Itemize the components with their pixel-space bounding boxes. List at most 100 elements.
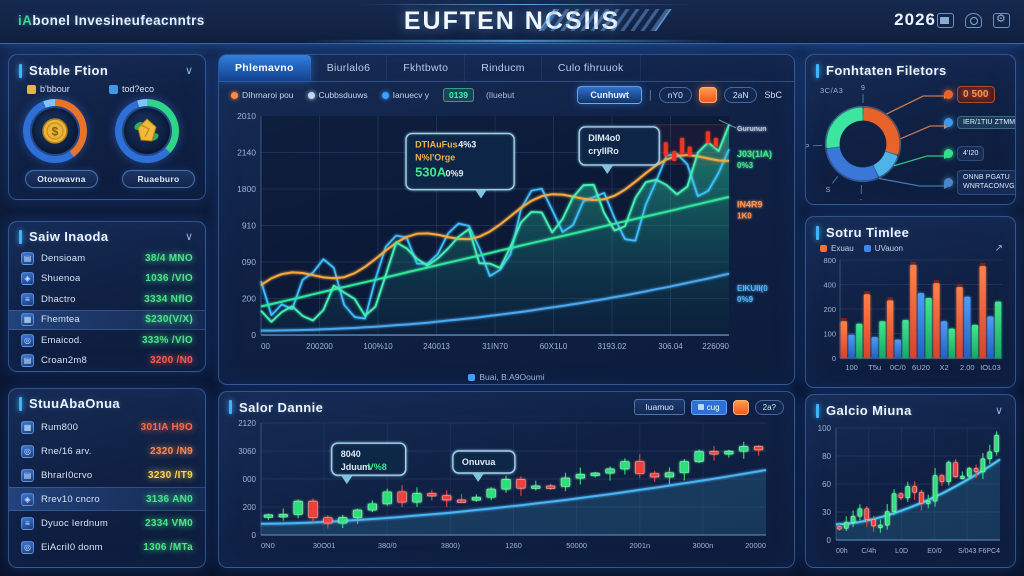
header-year: 2026 <box>894 10 936 29</box>
svg-text:Onuvua: Onuvua <box>462 457 496 467</box>
row-label: Dhactro <box>41 293 76 305</box>
legend-label: ONNB PGATU WNRTACONVGA <box>957 170 1015 195</box>
notification-bell-icon[interactable] <box>965 13 982 28</box>
svg-text:00h: 00h <box>836 548 848 555</box>
list-row[interactable]: ◎ Emaicod. 333% /VlO <box>9 330 205 351</box>
factors-donut-panel: Fonhtaten Filetors 3C/A3 9 IP S I 0 500 IER/… <box>805 54 1016 205</box>
row-label: BhrarI0crvo <box>41 469 93 481</box>
mini-candlestick-chart[interactable]: 100 80 60 30 0 00h C/4h L0D E0/0 S/043 F6PC4 <box>812 422 1009 566</box>
svg-text:V%8: V%8 <box>368 462 387 472</box>
svg-text:3060: 3060 <box>238 447 256 456</box>
svg-text:910: 910 <box>242 221 256 231</box>
svg-text:6U20: 6U20 <box>912 363 930 372</box>
list-row[interactable]: ▦ Rum800 301IA H9O <box>9 415 205 439</box>
settings-gear-icon[interactable] <box>993 12 1010 28</box>
chart-tooltip: Onuvua <box>452 450 516 482</box>
chevron-down-icon[interactable]: ∨ <box>994 405 1003 417</box>
svg-text:L0D: L0D <box>895 548 908 555</box>
chart-pill-1[interactable]: nY0 <box>658 87 692 103</box>
list-row[interactable]: ◈ Rrev10 cncro 3136 AN0 <box>9 487 205 511</box>
volume-pill[interactable]: 2a? <box>754 399 784 415</box>
svg-text:2010: 2010 <box>237 111 256 121</box>
svg-text:200200: 200200 <box>306 342 333 351</box>
volume-orange-icon[interactable] <box>732 399 749 415</box>
row-asset-icon: ▤ <box>21 468 34 482</box>
list-row[interactable]: ▦ Fhemtea $230(V/X) <box>9 309 205 330</box>
main-chart-legend-row: DIhrnaroi pou Cubbsduuws Ianuecv y 0139 (I… <box>219 82 794 108</box>
svg-text:380/0: 380/0 <box>378 541 397 550</box>
tab-5[interactable]: Culo fihruuok <box>542 55 641 81</box>
chevron-down-icon[interactable]: ∨ <box>184 65 193 77</box>
row-value: 3334 NflO <box>144 293 193 305</box>
legend-dot <box>944 177 953 187</box>
mini-candles-panel: Galcio Miuna ∨ 100 80 60 30 0 00h C/4h L0D E0/0 S… <box>805 394 1016 568</box>
gauges-panel-title: Stable Ftion <box>29 63 109 78</box>
row-label: Dyuoc Ierdnum <box>41 517 109 529</box>
tab-3[interactable]: Fkhtbwto <box>387 55 466 81</box>
battery-icon[interactable] <box>937 13 954 28</box>
svg-text:60: 60 <box>822 480 831 489</box>
bars-legend-item-2: UVauon <box>863 244 903 253</box>
volume-candlestick-chart[interactable]: 2120 3060 000 200 0 0N0 30O01 380/0 3800) 1260 500… <box>231 417 784 564</box>
volume-blue-chip[interactable]: cug <box>690 399 727 415</box>
grouped-bar-chart[interactable]: 800 400 200 100 0 100 T5u 0C/0 6U20 X2 2.00 IOL03 <box>814 254 1009 384</box>
bars-panel-title: Sotru Timlee <box>826 225 910 240</box>
list-row[interactable]: ◈ Shuenoa 1036 /VIO <box>9 269 205 290</box>
row-asset-icon: ▤ <box>21 354 34 368</box>
chart-action-button[interactable]: Cunhuwt <box>577 86 642 104</box>
row-label: Rne/16 arv. <box>41 445 92 457</box>
svg-text:00: 00 <box>261 342 270 351</box>
donut-legend-item-4[interactable]: ONNB PGATU WNRTACONVGA <box>944 170 1015 195</box>
list-row[interactable]: ▤ Croan2m8 3200 /N0 <box>9 351 205 372</box>
legend-dot <box>944 149 953 159</box>
svg-text:4%3: 4%3 <box>458 140 476 150</box>
donut-legend-item-3[interactable]: 4'I20 <box>944 146 985 162</box>
row-asset-icon: ◎ <box>21 333 34 347</box>
gauge-ring-center: $ <box>30 106 80 156</box>
svg-text:090: 090 <box>242 257 256 267</box>
share-icon[interactable]: ↗ <box>994 242 1003 254</box>
list-row[interactable]: ◎ Rne/16 arv. 2320 /N9 <box>9 439 205 463</box>
row-value: 2320 /N9 <box>150 445 193 457</box>
volume-action-button[interactable]: Iuamuo <box>634 399 685 415</box>
orange-tool-icon[interactable] <box>698 87 717 103</box>
tab-2[interactable]: Biurlalo6 <box>311 55 388 81</box>
chevron-down-icon[interactable]: ∨ <box>184 231 193 243</box>
list-row[interactable]: ▤ BhrarI0crvo 3230 /IT9 <box>9 463 205 487</box>
panel-accent-bar <box>816 225 819 240</box>
tab-4[interactable]: Rinducm <box>465 55 542 81</box>
gauge-ring-gem[interactable] <box>115 99 179 163</box>
legend-percto-badge: 0139 <box>443 88 474 102</box>
tab-1[interactable]: Phlemavno <box>219 55 311 81</box>
row-asset-icon: ≡ <box>21 516 34 530</box>
list-row[interactable]: ▤ Densioam 38/4 MNO <box>9 248 205 269</box>
gauge-button-2[interactable]: Ruaeburo <box>122 170 195 188</box>
legend-label: Cubbsduuws <box>318 90 368 100</box>
legend-dot <box>944 90 953 99</box>
svg-text:3800): 3800) <box>441 541 461 550</box>
gauge-button-1[interactable]: Otoowavna <box>25 170 98 188</box>
svg-text:60X1L0: 60X1L0 <box>540 342 568 351</box>
list-row[interactable]: ≡ Dyuoc Ierdnum 2334 VM0 <box>9 511 205 535</box>
svg-text:200: 200 <box>242 294 256 304</box>
list-row[interactable]: ◎ EiAcriI0 donm 1306 /MTa <box>9 535 205 559</box>
gauge-ring-coin[interactable]: $ <box>23 99 87 163</box>
row-label: Densioam <box>41 252 86 264</box>
gauge-label-1: b'bbour <box>27 84 109 94</box>
svg-text:1K0: 1K0 <box>737 212 752 221</box>
svg-text:100: 100 <box>818 424 832 433</box>
svg-text:1260: 1260 <box>505 541 522 550</box>
row-label: Croan2m8 <box>41 355 87 367</box>
panel-accent-bar <box>19 229 22 244</box>
app-logo: iAbonel Invesineufeacnntrs <box>18 13 205 28</box>
svg-text:X2: X2 <box>940 363 949 372</box>
svg-text:IN4R9: IN4R9 <box>737 200 763 210</box>
donut-legend-item-1[interactable]: 0 500 <box>944 86 995 103</box>
list-row[interactable]: ≡ Dhactro 3334 NflO <box>9 289 205 310</box>
main-chart-panel: Phlemavno Biurlalo6 Fkhtbwto Rinducm Culo fi… <box>218 54 795 385</box>
legend-label: 4'I20 <box>957 146 985 162</box>
row-label: Shuenoa <box>41 273 81 285</box>
donut-legend-item-2[interactable]: IER/1TIU ZTMM.A(X <box>944 116 1015 129</box>
chart-pill-2[interactable]: 2aN <box>723 87 758 103</box>
